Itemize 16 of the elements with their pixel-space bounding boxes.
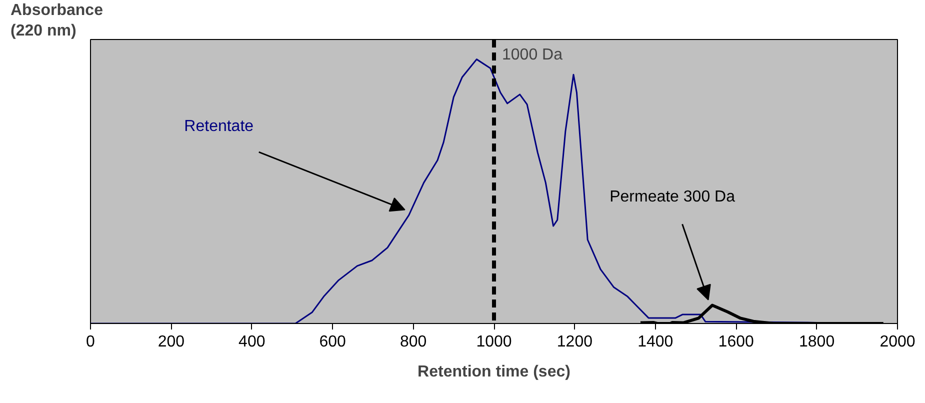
x-tick-label: 400 xyxy=(238,334,266,350)
text: Permeate 300 Da xyxy=(610,188,736,206)
x-tick-label: 0 xyxy=(86,334,96,350)
x-tick-label: 600 xyxy=(319,334,346,350)
y-axis-title: Absorbance (220 nm) xyxy=(10,2,104,40)
text: Retentate xyxy=(184,118,254,136)
x-tick-label: 200 xyxy=(158,334,185,350)
x-tick-label: 1000 xyxy=(476,334,512,350)
x-tick-label: 2000 xyxy=(880,334,916,350)
x-axis-title: Retention time (sec) xyxy=(418,364,570,380)
x-tick-label: 1800 xyxy=(799,334,835,350)
ref-line-label: 1000 Da xyxy=(502,46,563,64)
x-tick-label: 1600 xyxy=(718,334,754,350)
x-tick-label: 1200 xyxy=(556,334,593,350)
x-tick-label: 1400 xyxy=(638,334,674,350)
x-tick-label: 800 xyxy=(400,334,427,350)
